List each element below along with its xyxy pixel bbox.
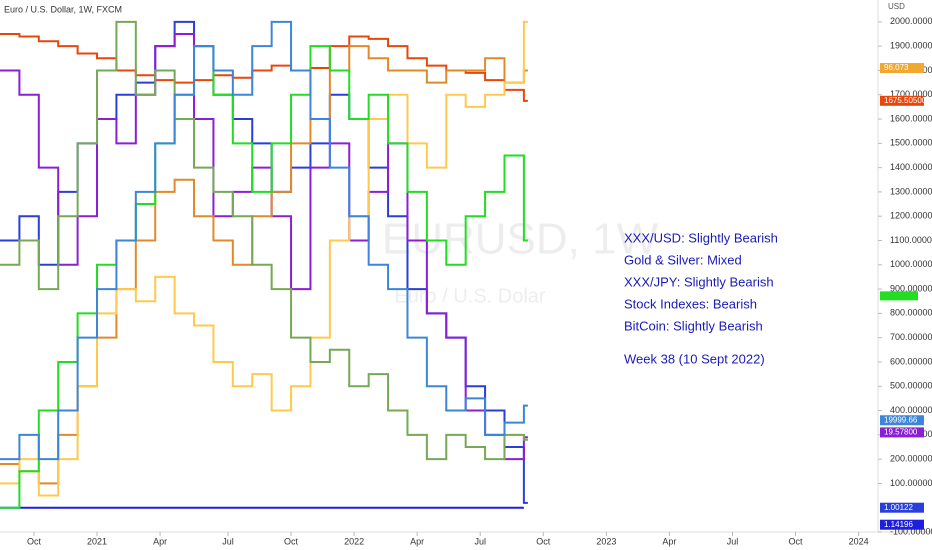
x-tick-label: Oct — [789, 536, 804, 546]
price-label: 1.00122 — [884, 503, 913, 512]
x-tick-label: Oct — [536, 536, 551, 546]
watermark: EURUSD, 1W — [382, 215, 659, 264]
y-tick-label: 1600.00000 — [890, 113, 932, 123]
y-tick-label: 1700.00000 — [890, 89, 932, 99]
y-tick-label: 400.00000 — [890, 405, 932, 415]
annotation: Gold & Silver: Mixed — [624, 252, 742, 267]
y-tick-label: 700.00000 — [890, 332, 932, 342]
price-line — [0, 45, 528, 509]
annotation: Week 38 (10 Sept 2022) — [624, 351, 765, 366]
x-tick-label: Jul — [222, 536, 234, 546]
y-tick-label: 1400.00000 — [890, 162, 932, 172]
y-tick-label: 1000.00000 — [890, 259, 932, 269]
y-tick-label: 800.00000 — [890, 308, 932, 318]
price-label-box — [880, 95, 924, 106]
price-line — [0, 20, 528, 461]
x-tick-label: Apr — [662, 536, 676, 546]
x-tick-label: Oct — [27, 536, 42, 546]
x-tick-label: 2023 — [596, 536, 616, 546]
x-tick-label: Oct — [284, 536, 299, 546]
y-tick-label: 900.00000 — [890, 283, 932, 293]
x-tick-label: Jul — [727, 536, 739, 546]
price-line — [0, 20, 528, 461]
price-label: 1675.50500 — [884, 96, 927, 105]
y-tick-label: 2000.00000 — [890, 16, 932, 26]
x-tick-label: 2021 — [87, 536, 107, 546]
y-tick-label: 600.00000 — [890, 356, 932, 366]
annotation: BitCoin: Slightly Bearish — [624, 318, 763, 333]
x-tick-label: Apr — [153, 536, 167, 546]
annotation: Stock Indexes: Bearish — [624, 296, 757, 311]
axis-unit: USD — [888, 2, 905, 11]
y-tick-label: 1200.00000 — [890, 211, 932, 221]
x-tick-label: 2024 — [849, 536, 869, 546]
y-tick-label: -100.00000 — [890, 526, 932, 536]
chart-title: Euro / U.S. Dollar, 1W, FXCM — [4, 4, 122, 14]
y-tick-label: 200.00000 — [890, 453, 932, 463]
price-label: 19999.66 — [884, 415, 918, 424]
price-label-box — [880, 502, 924, 513]
price-label: 19.57800 — [884, 428, 918, 437]
x-tick-label: Jul — [474, 536, 486, 546]
price-label-box — [880, 519, 924, 530]
price-marker — [880, 291, 918, 301]
x-tick-label: 2022 — [344, 536, 364, 546]
annotation: XXX/JPY: Slightly Bearish — [624, 274, 774, 289]
price-label-box — [880, 427, 924, 438]
watermark: Euro / U.S. Dolar — [394, 285, 546, 307]
y-tick-label: 100.00000 — [890, 478, 932, 488]
price-label: 96.073 — [884, 63, 909, 72]
price-label: 1.14196 — [884, 520, 913, 529]
price-label-box — [880, 415, 924, 426]
y-tick-label: 1900.00000 — [890, 41, 932, 51]
y-tick-label: 1300.00000 — [890, 186, 932, 196]
y-tick-label: 1500.00000 — [890, 138, 932, 148]
price-line — [0, 33, 528, 102]
price-label-box — [880, 63, 924, 74]
y-tick-label: 1100.00000 — [890, 235, 932, 245]
price-line — [0, 20, 528, 497]
annotation: XXX/USD: Slightly Bearish — [624, 230, 778, 245]
x-tick-label: Apr — [410, 536, 424, 546]
y-tick-label: 500.00000 — [890, 381, 932, 391]
